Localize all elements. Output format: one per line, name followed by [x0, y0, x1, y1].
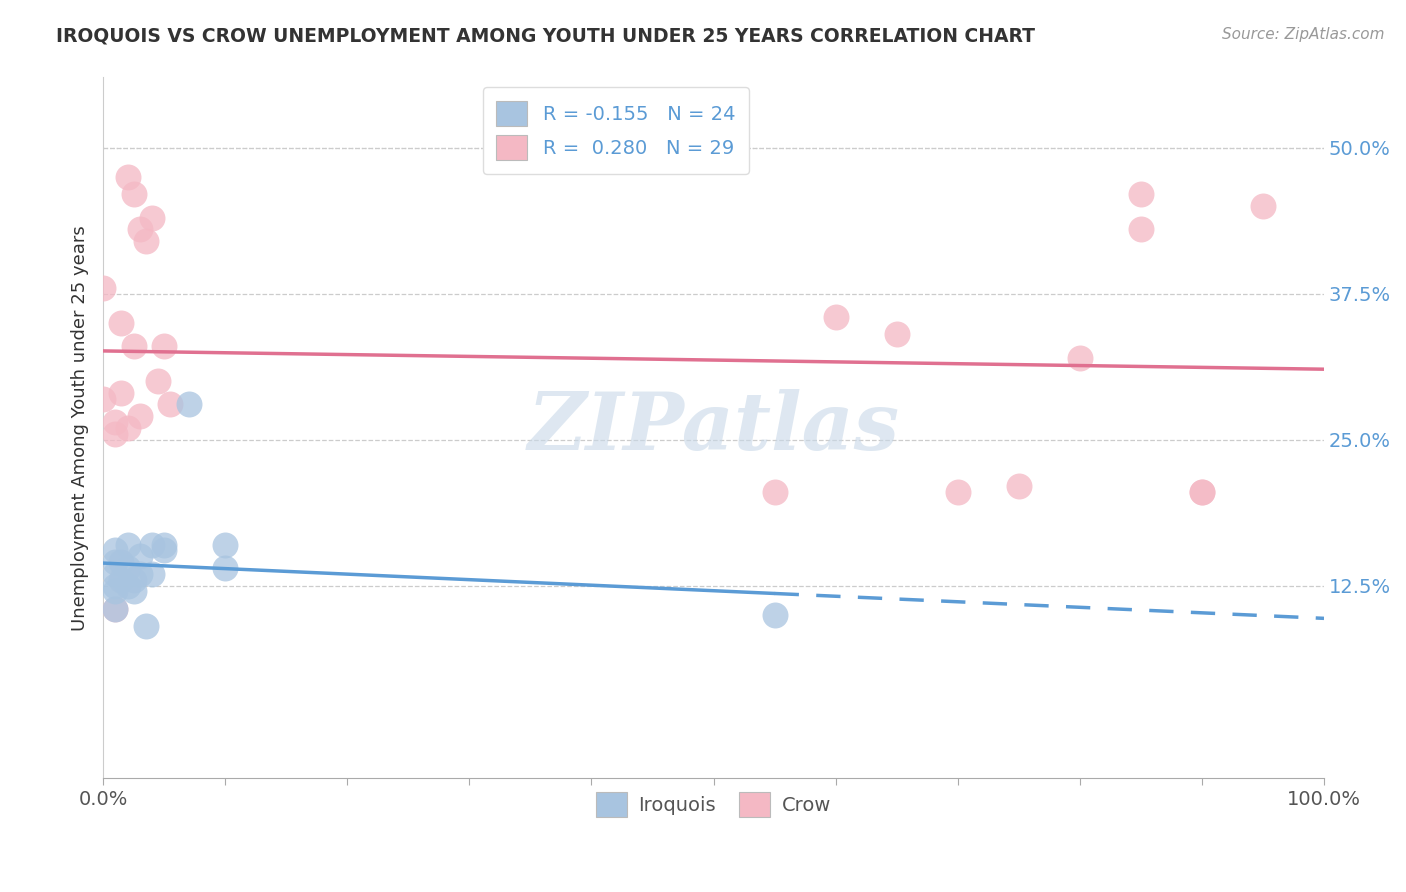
- Point: [141, 538, 163, 552]
- Point: [153, 543, 176, 558]
- Point: [128, 409, 150, 424]
- Point: [214, 538, 236, 552]
- Point: [1191, 485, 1213, 500]
- Point: [104, 415, 127, 429]
- Point: [763, 485, 786, 500]
- Point: [110, 316, 132, 330]
- Point: [946, 485, 969, 500]
- Point: [122, 573, 145, 587]
- Point: [122, 187, 145, 202]
- Point: [763, 607, 786, 622]
- Point: [135, 234, 157, 248]
- Text: IROQUOIS VS CROW UNEMPLOYMENT AMONG YOUTH UNDER 25 YEARS CORRELATION CHART: IROQUOIS VS CROW UNEMPLOYMENT AMONG YOUT…: [56, 27, 1035, 45]
- Point: [177, 397, 200, 411]
- Point: [104, 566, 127, 581]
- Point: [104, 543, 127, 558]
- Point: [1008, 479, 1031, 493]
- Point: [128, 222, 150, 236]
- Point: [104, 584, 127, 599]
- Point: [104, 602, 127, 616]
- Point: [1129, 222, 1152, 236]
- Point: [128, 566, 150, 581]
- Point: [104, 555, 127, 569]
- Point: [104, 426, 127, 441]
- Point: [104, 578, 127, 592]
- Text: Source: ZipAtlas.com: Source: ZipAtlas.com: [1222, 27, 1385, 42]
- Point: [117, 578, 139, 592]
- Point: [824, 310, 846, 324]
- Point: [91, 281, 114, 295]
- Point: [122, 584, 145, 599]
- Point: [135, 619, 157, 633]
- Point: [153, 339, 176, 353]
- Point: [104, 602, 127, 616]
- Point: [141, 566, 163, 581]
- Point: [110, 385, 132, 400]
- Point: [110, 573, 132, 587]
- Point: [117, 421, 139, 435]
- Legend: Iroquois, Crow: Iroquois, Crow: [588, 784, 839, 824]
- Point: [117, 561, 139, 575]
- Text: ZIPatlas: ZIPatlas: [527, 389, 900, 467]
- Point: [1251, 199, 1274, 213]
- Point: [117, 538, 139, 552]
- Point: [159, 397, 181, 411]
- Y-axis label: Unemployment Among Youth under 25 years: Unemployment Among Youth under 25 years: [72, 225, 89, 631]
- Point: [1129, 187, 1152, 202]
- Point: [1069, 351, 1091, 365]
- Point: [153, 538, 176, 552]
- Point: [214, 561, 236, 575]
- Point: [128, 549, 150, 564]
- Point: [91, 392, 114, 406]
- Point: [146, 374, 169, 388]
- Point: [1191, 485, 1213, 500]
- Point: [117, 169, 139, 184]
- Point: [886, 327, 908, 342]
- Point: [141, 211, 163, 225]
- Point: [110, 555, 132, 569]
- Point: [122, 339, 145, 353]
